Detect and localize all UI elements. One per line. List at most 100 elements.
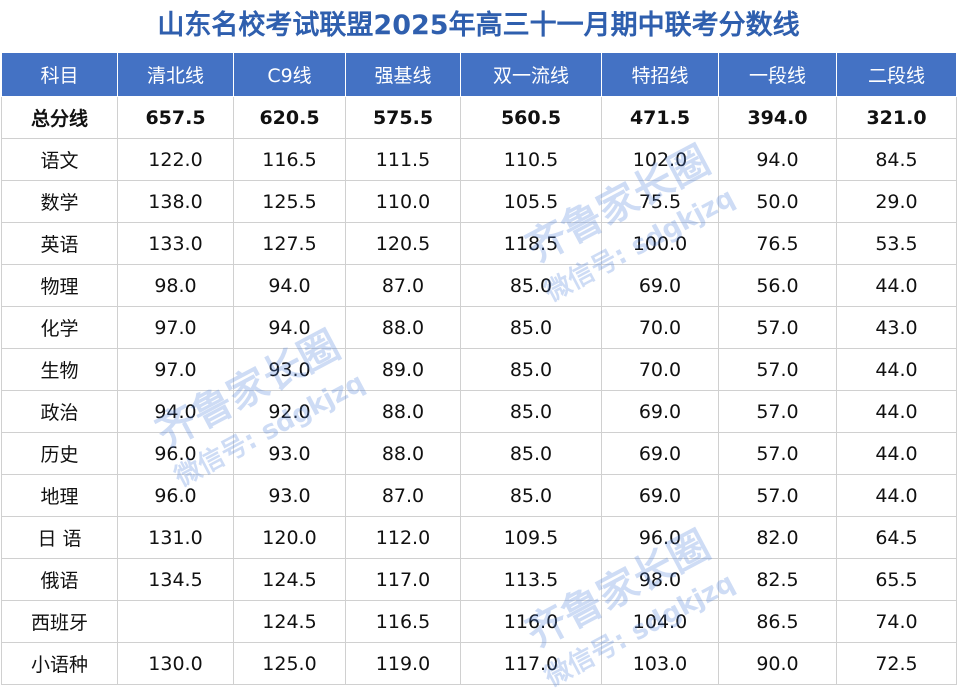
cell: 86.5 bbox=[718, 600, 837, 643]
cell: 110.0 bbox=[345, 180, 461, 223]
cell: 133.0 bbox=[117, 222, 234, 265]
cell: 88.0 bbox=[345, 306, 461, 349]
cell: 98.0 bbox=[601, 558, 719, 601]
cell: 575.5 bbox=[345, 96, 461, 139]
cell: 57.0 bbox=[718, 390, 837, 433]
cell: 471.5 bbox=[601, 96, 719, 139]
table-row: 化学 97.0 94.0 88.0 85.0 70.0 57.0 43.0 bbox=[1, 306, 957, 349]
row-label: 小语种 bbox=[1, 642, 118, 685]
cell: 94.0 bbox=[233, 264, 346, 307]
cell: 85.0 bbox=[460, 306, 602, 349]
cell: 72.5 bbox=[836, 642, 957, 685]
cell: 560.5 bbox=[460, 96, 602, 139]
cell: 94.0 bbox=[718, 138, 837, 181]
table-row: 西班牙 124.5 116.5 116.0 104.0 86.5 74.0 bbox=[1, 600, 957, 643]
cell: 84.5 bbox=[836, 138, 957, 181]
cell: 97.0 bbox=[117, 306, 234, 349]
cell: 127.5 bbox=[233, 222, 346, 265]
row-label: 生物 bbox=[1, 348, 118, 391]
cell: 44.0 bbox=[836, 264, 957, 307]
table-row: 生物 97.0 93.0 89.0 85.0 70.0 57.0 44.0 bbox=[1, 348, 957, 391]
cell: 74.0 bbox=[836, 600, 957, 643]
cell: 90.0 bbox=[718, 642, 837, 685]
row-label: 历史 bbox=[1, 432, 118, 475]
cell: 92.0 bbox=[233, 390, 346, 433]
row-label: 物理 bbox=[1, 264, 118, 307]
cell: 131.0 bbox=[117, 516, 234, 559]
cell: 85.0 bbox=[460, 348, 602, 391]
cell: 88.0 bbox=[345, 390, 461, 433]
cell: 44.0 bbox=[836, 390, 957, 433]
cell: 125.5 bbox=[233, 180, 346, 223]
cell: 102.0 bbox=[601, 138, 719, 181]
row-label: 数学 bbox=[1, 180, 118, 223]
cell: 76.5 bbox=[718, 222, 837, 265]
cell: 44.0 bbox=[836, 348, 957, 391]
header-row: 科目 清北线 C9线 强基线 双一流线 特招线 一段线 二段线 bbox=[1, 52, 957, 97]
cell: 394.0 bbox=[718, 96, 837, 139]
table-body: 总分线 657.5 620.5 575.5 560.5 471.5 394.0 321.0 语文… bbox=[1, 96, 957, 685]
row-label: 日 语 bbox=[1, 516, 118, 559]
cell: 87.0 bbox=[345, 264, 461, 307]
table-row: 政治 94.0 92.0 88.0 85.0 69.0 57.0 44.0 bbox=[1, 390, 957, 433]
cell: 97.0 bbox=[117, 348, 234, 391]
header-cell: 清北线 bbox=[117, 52, 234, 97]
table-row: 物理 98.0 94.0 87.0 85.0 69.0 56.0 44.0 bbox=[1, 264, 957, 307]
cell: 96.0 bbox=[117, 474, 234, 517]
cell: 57.0 bbox=[718, 348, 837, 391]
table-row: 日 语 131.0 120.0 112.0 109.5 96.0 82.0 64.5 bbox=[1, 516, 957, 559]
cell: 130.0 bbox=[117, 642, 234, 685]
cell: 69.0 bbox=[601, 432, 719, 475]
cell: 43.0 bbox=[836, 306, 957, 349]
cell: 57.0 bbox=[718, 432, 837, 475]
cell: 138.0 bbox=[117, 180, 234, 223]
row-label: 西班牙 bbox=[1, 600, 118, 643]
cell: 116.0 bbox=[460, 600, 602, 643]
score-table: 科目 清北线 C9线 强基线 双一流线 特招线 一段线 二段线 总分线 657.5 620.5 57… bbox=[1, 52, 957, 685]
cell: 100.0 bbox=[601, 222, 719, 265]
header-cell: 特招线 bbox=[601, 52, 719, 97]
cell: 124.5 bbox=[233, 558, 346, 601]
cell: 122.0 bbox=[117, 138, 234, 181]
cell: 104.0 bbox=[601, 600, 719, 643]
table-row: 总分线 657.5 620.5 575.5 560.5 471.5 394.0 321.0 bbox=[1, 96, 957, 139]
table-row: 地理 96.0 93.0 87.0 85.0 69.0 57.0 44.0 bbox=[1, 474, 957, 517]
cell: 110.5 bbox=[460, 138, 602, 181]
cell: 57.0 bbox=[718, 474, 837, 517]
empty-cell bbox=[117, 600, 234, 643]
cell: 657.5 bbox=[117, 96, 234, 139]
cell: 88.0 bbox=[345, 432, 461, 475]
table-row: 历史 96.0 93.0 88.0 85.0 69.0 57.0 44.0 bbox=[1, 432, 957, 475]
cell: 87.0 bbox=[345, 474, 461, 517]
cell: 70.0 bbox=[601, 348, 719, 391]
cell: 124.5 bbox=[233, 600, 346, 643]
row-label: 总分线 bbox=[1, 96, 118, 139]
cell: 134.5 bbox=[117, 558, 234, 601]
row-label: 政治 bbox=[1, 390, 118, 433]
cell: 56.0 bbox=[718, 264, 837, 307]
row-label: 地理 bbox=[1, 474, 118, 517]
cell: 69.0 bbox=[601, 390, 719, 433]
title: 山东名校考试联盟2025年高三十一月期中联考分数线 bbox=[157, 10, 800, 41]
header-cell: 双一流线 bbox=[460, 52, 602, 97]
cell: 117.0 bbox=[345, 558, 461, 601]
cell: 82.0 bbox=[718, 516, 837, 559]
cell: 111.5 bbox=[345, 138, 461, 181]
cell: 105.5 bbox=[460, 180, 602, 223]
cell: 93.0 bbox=[233, 348, 346, 391]
cell: 117.0 bbox=[460, 642, 602, 685]
cell: 93.0 bbox=[233, 474, 346, 517]
cell: 89.0 bbox=[345, 348, 461, 391]
cell: 69.0 bbox=[601, 264, 719, 307]
cell: 65.5 bbox=[836, 558, 957, 601]
cell: 120.0 bbox=[233, 516, 346, 559]
row-label: 语文 bbox=[1, 138, 118, 181]
cell: 321.0 bbox=[836, 96, 957, 139]
table-row: 英语 133.0 127.5 120.5 118.5 100.0 76.5 53.5 bbox=[1, 222, 957, 265]
cell: 82.5 bbox=[718, 558, 837, 601]
cell: 93.0 bbox=[233, 432, 346, 475]
cell: 116.5 bbox=[345, 600, 461, 643]
cell: 120.5 bbox=[345, 222, 461, 265]
table-row: 语文 122.0 116.5 111.5 110.5 102.0 94.0 84.5 bbox=[1, 138, 957, 181]
